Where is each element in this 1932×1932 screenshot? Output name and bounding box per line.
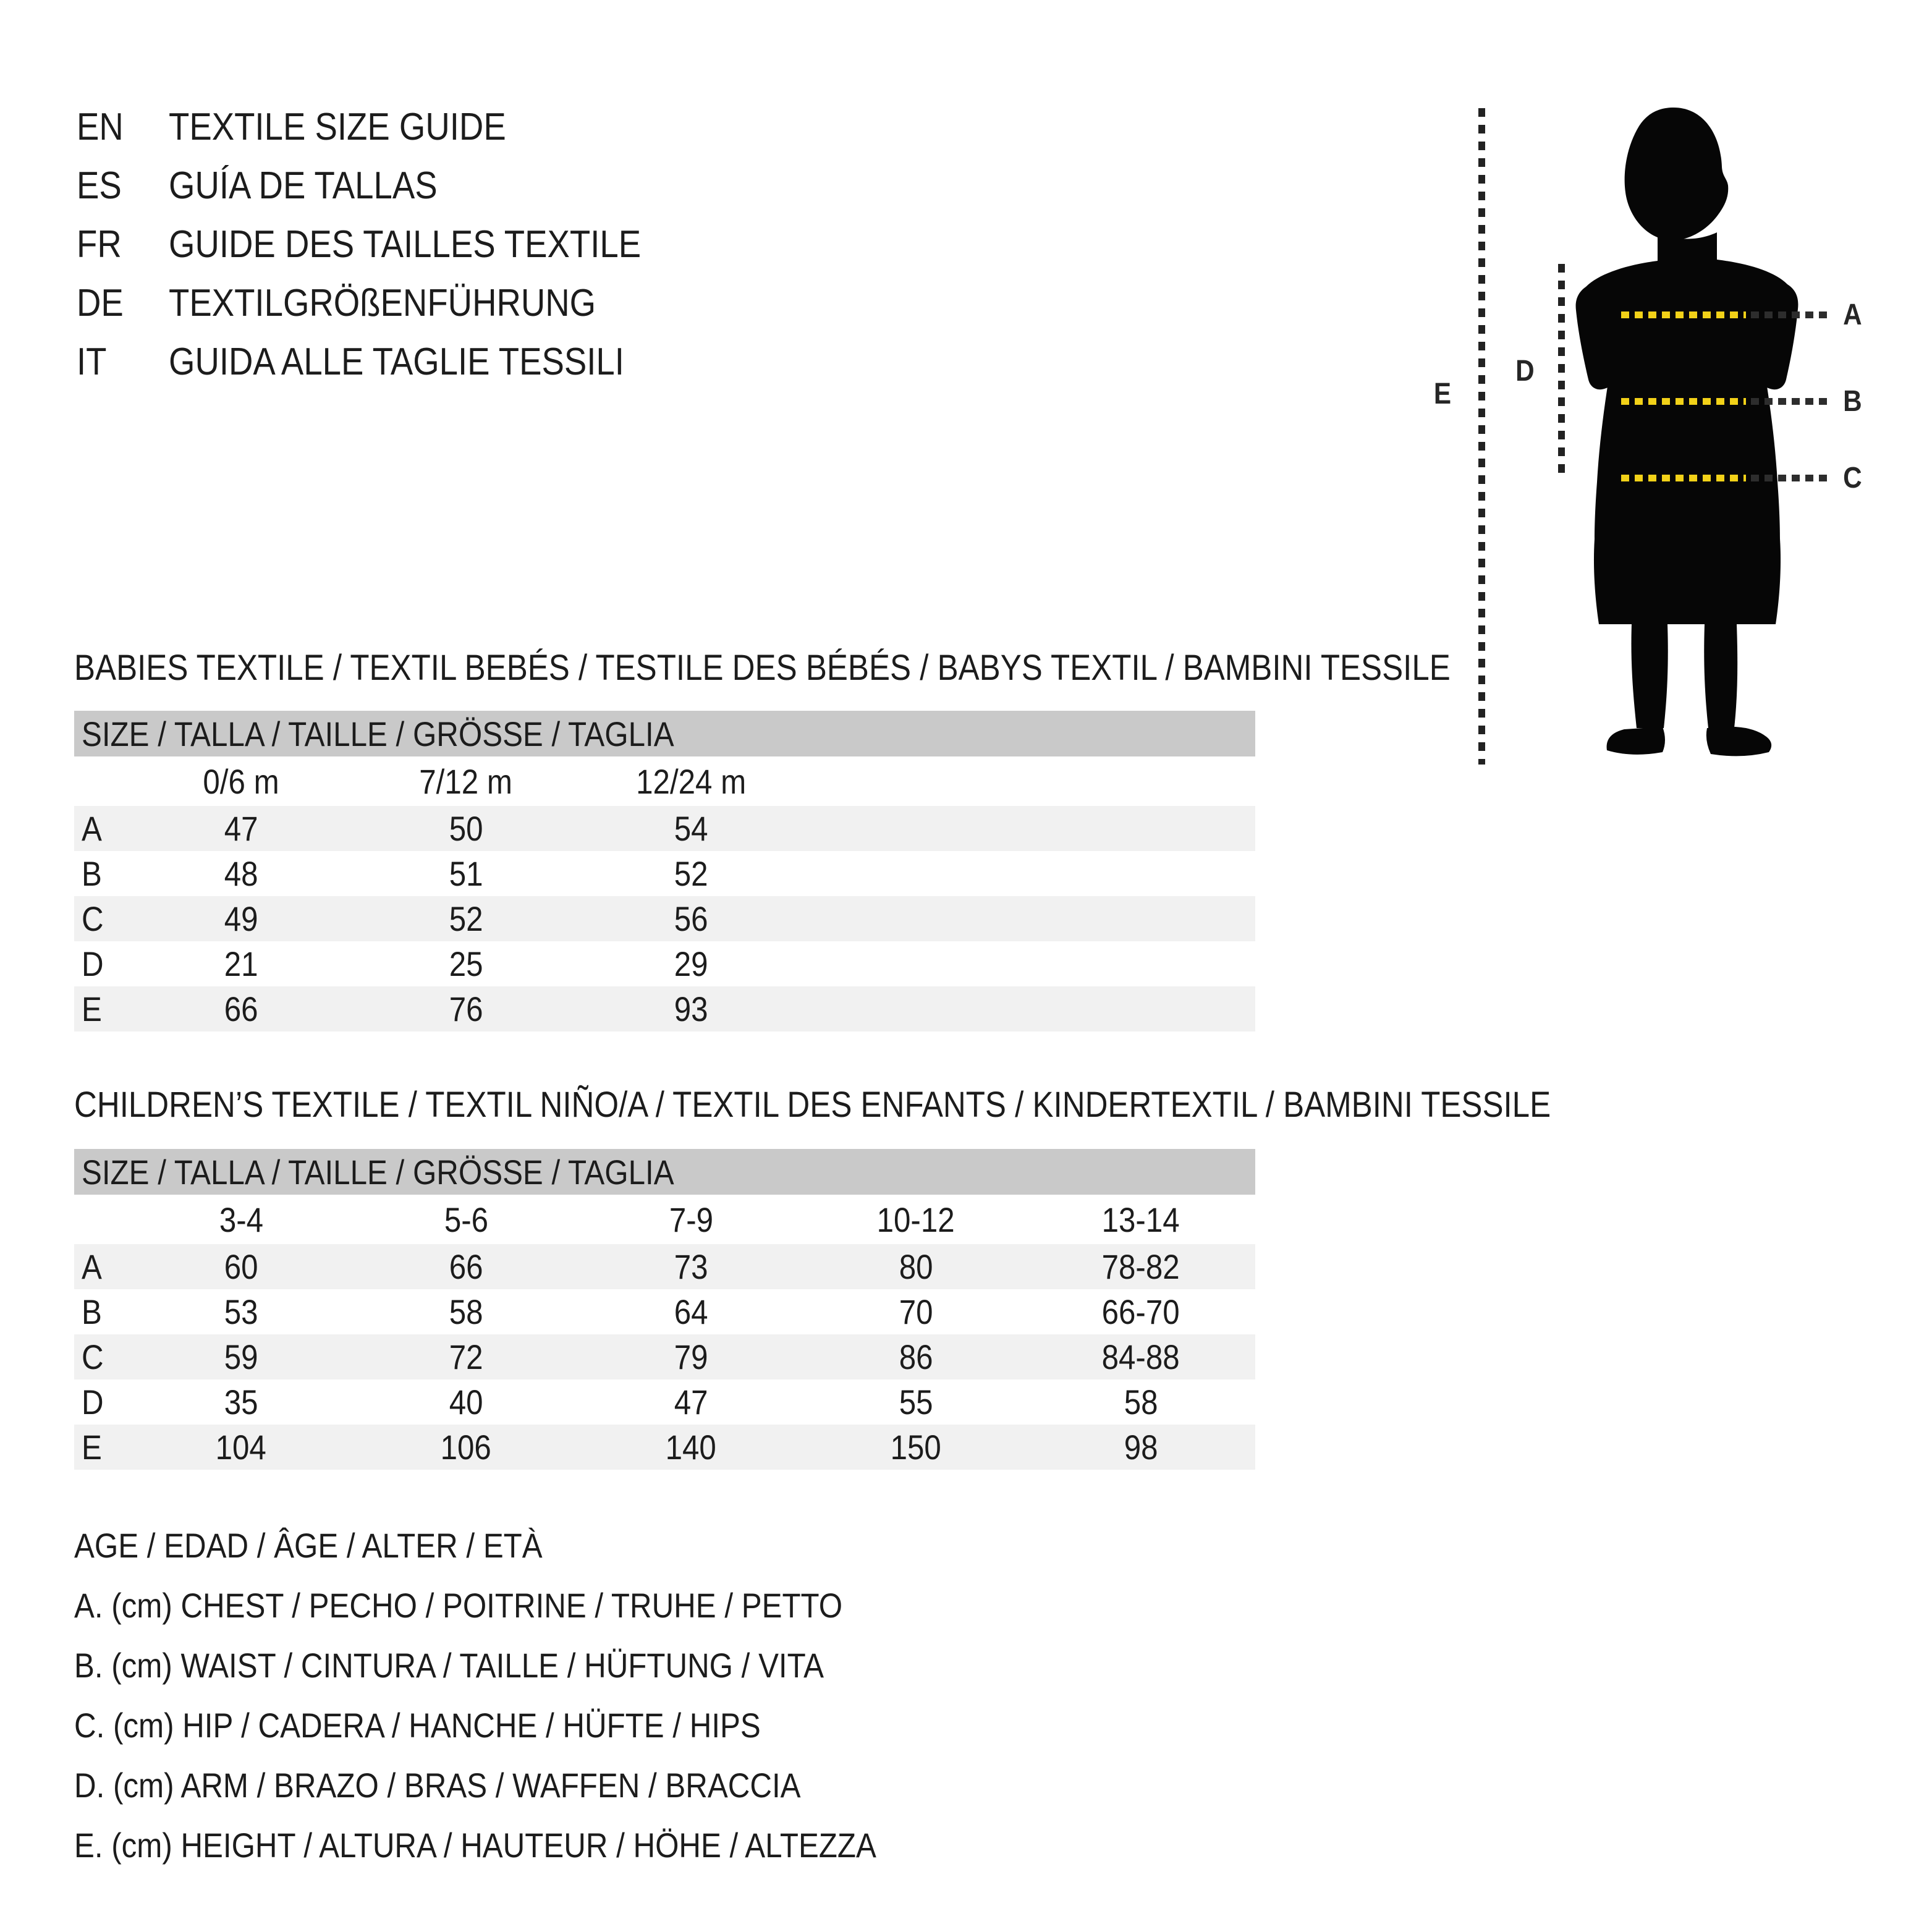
hip-dash-dark: [1751, 475, 1831, 481]
measurement-legend: AGE / EDAD / ÂGE / ALTER / ETÀ A. (cm) C…: [74, 1515, 986, 1875]
chest-dash-dark: [1751, 311, 1831, 318]
children-row-e: E 104 106 140 150 98: [74, 1425, 1255, 1470]
measure-label-b: B: [1843, 384, 1862, 418]
babies-col-0: 0/6 m: [203, 761, 279, 801]
children-column-header-row: 3-4 5-6 7-9 10-12 13-14: [74, 1195, 1255, 1244]
children-heading: CHILDREN’S TEXTILE / TEXTIL NIÑO/A / TEX…: [74, 1084, 1551, 1125]
hip-dash-yellow: [1621, 475, 1746, 481]
lang-row-de: DE TEXTILGRÖßENFÜHRUNG: [77, 274, 705, 333]
measure-label-e: E: [1433, 377, 1452, 410]
lang-row-es: ES GUÍA DE TALLAS: [77, 156, 705, 215]
lang-code-fr: FR: [77, 223, 122, 266]
children-row-b: B 53 58 64 70 66-70: [82, 1292, 1180, 1331]
lang-code-de: DE: [77, 282, 124, 324]
babies-row-e: E 66 76 93: [74, 986, 1255, 1032]
babies-row-a: A 47 50 54: [74, 806, 1255, 851]
babies-row-c: C 49 52 56: [74, 896, 1255, 941]
babies-size-bar: SIZE / TALLA / TAILLE / GRÖSSE / TAGLIA: [74, 711, 1255, 756]
children-col-3: 10-12: [876, 1200, 955, 1239]
arm-dotted-line: [1558, 264, 1565, 478]
babies-col-1: 7/12 m: [419, 761, 513, 801]
children-row-a: A 60 66 73 80 78-82: [74, 1244, 1255, 1289]
legend-waist: B. (cm) WAIST / CINTURA / TAILLE / HÜFTU…: [74, 1646, 824, 1685]
language-title-block: EN TEXTILE SIZE GUIDE ES GUÍA DE TALLAS …: [77, 98, 705, 391]
children-col-0: 3-4: [219, 1200, 263, 1239]
children-col-4: 13-14: [1101, 1200, 1180, 1239]
babies-row-b: B 48 51 52: [82, 854, 708, 893]
children-col-1: 5-6: [444, 1200, 488, 1239]
measure-label-c: C: [1843, 461, 1862, 494]
legend-arm: D. (cm) ARM / BRAZO / BRAS / WAFFEN / BR…: [74, 1766, 801, 1805]
measure-label-a: A: [1843, 298, 1862, 331]
lang-row-fr: FR GUIDE DES TAILLES TEXTILE: [77, 215, 705, 274]
legend-chest: A. (cm) CHEST / PECHO / POITRINE / TRUHE…: [74, 1586, 843, 1625]
child-silhouette: [1575, 108, 1799, 756]
babies-col-2: 12/24 m: [635, 761, 747, 801]
legend-age: AGE / EDAD / ÂGE / ALTER / ETÀ: [74, 1526, 543, 1565]
babies-row-d: D 21 25 29: [82, 944, 708, 983]
lang-code-en: EN: [77, 106, 124, 148]
chest-dash-yellow: [1621, 311, 1746, 318]
title-it: GUIDA ALLE TAGLIE TESSILI: [169, 341, 624, 383]
lang-code-it: IT: [77, 341, 107, 383]
title-es: GUÍA DE TALLAS: [169, 164, 438, 207]
waist-dash-dark: [1751, 398, 1831, 405]
legend-height: E. (cm) HEIGHT / ALTURA / HAUTEUR / HÖHE…: [74, 1826, 876, 1865]
title-en: TEXTILE SIZE GUIDE: [169, 106, 506, 148]
lang-row-en: EN TEXTILE SIZE GUIDE: [77, 98, 705, 156]
title-de: TEXTILGRÖßENFÜHRUNG: [169, 282, 596, 324]
babies-heading: BABIES TEXTILE / TEXTIL BEBÉS / TESTILE …: [74, 647, 1451, 688]
children-col-2: 7-9: [669, 1200, 713, 1239]
children-row-c: C 59 72 79 86 84-88: [74, 1334, 1255, 1379]
children-row-d: D 35 40 47 55 58: [82, 1383, 1158, 1421]
babies-column-header-row: 0/6 m 7/12 m 12/24 m: [74, 756, 1255, 806]
lang-code-es: ES: [77, 164, 122, 207]
waist-dash-yellow: [1621, 398, 1746, 405]
children-size-bar: SIZE / TALLA / TAILLE / GRÖSSE / TAGLIA: [74, 1149, 1255, 1195]
title-fr: GUIDE DES TAILLES TEXTILE: [169, 223, 642, 266]
height-dotted-line: [1478, 108, 1485, 765]
measure-label-d: D: [1515, 354, 1535, 388]
legend-hip: C. (cm) HIP / CADERA / HANCHE / HÜFTE / …: [74, 1706, 761, 1745]
lang-row-it: IT GUIDA ALLE TAGLIE TESSILI: [77, 333, 705, 391]
